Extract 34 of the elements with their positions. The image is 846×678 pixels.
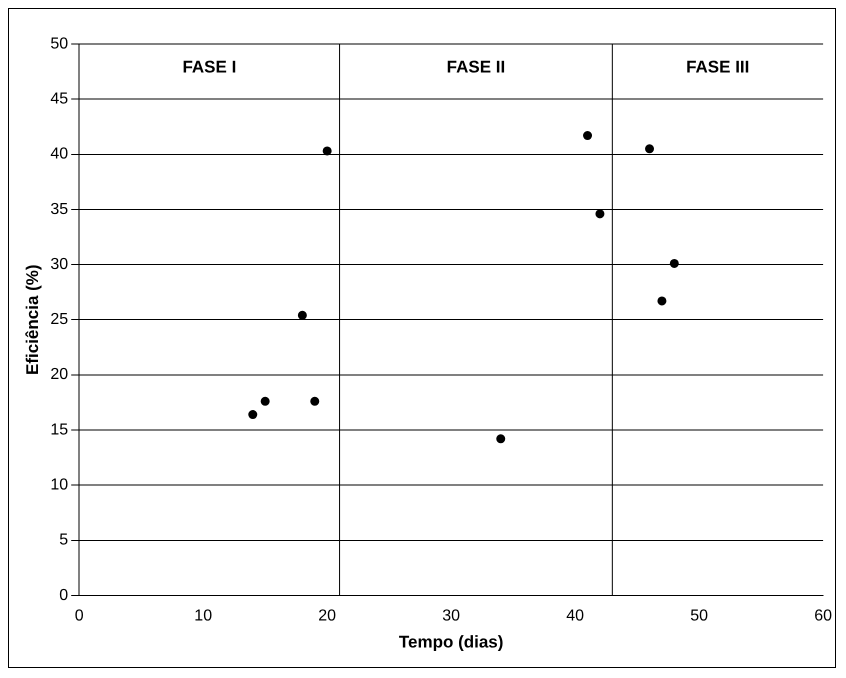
y-tick-label: 35 [50, 200, 68, 218]
y-tick-label: 50 [50, 35, 68, 52]
x-tick-label: 10 [194, 607, 212, 624]
point [260, 396, 270, 406]
x-tick-label: 20 [318, 607, 336, 624]
point [496, 434, 506, 444]
point [322, 146, 332, 156]
point [583, 131, 592, 140]
y-tick-label: 25 [50, 311, 68, 328]
point [298, 310, 307, 320]
y-tick-label: 20 [50, 366, 68, 384]
y-axis-title: Eficiência (%) [22, 264, 42, 375]
annotation: FASE I [182, 58, 236, 77]
y-tick-label: 5 [59, 532, 68, 549]
annotation: FASE III [686, 58, 750, 77]
point [645, 144, 654, 154]
x-tick-label: 40 [566, 607, 584, 624]
y-tick-label: 40 [50, 146, 68, 163]
x-tick-label: 0 [74, 607, 84, 624]
point [595, 209, 604, 218]
y-tick-label: 30 [50, 256, 68, 273]
x-tick-label: 60 [814, 607, 832, 624]
x-axis-title: Tempo (dias) [398, 632, 504, 652]
point [657, 296, 666, 306]
annotation: FASE II [446, 58, 506, 77]
y-tick-label: 0 [59, 586, 68, 604]
point [670, 258, 679, 268]
y-tick-label: 45 [50, 90, 68, 108]
x-tick-label: 30 [442, 607, 460, 624]
point [248, 410, 258, 420]
x-tick-label: 50 [690, 607, 708, 624]
y-tick-label: 15 [50, 421, 68, 438]
y-tick-label: 10 [50, 476, 68, 494]
point [310, 396, 320, 406]
